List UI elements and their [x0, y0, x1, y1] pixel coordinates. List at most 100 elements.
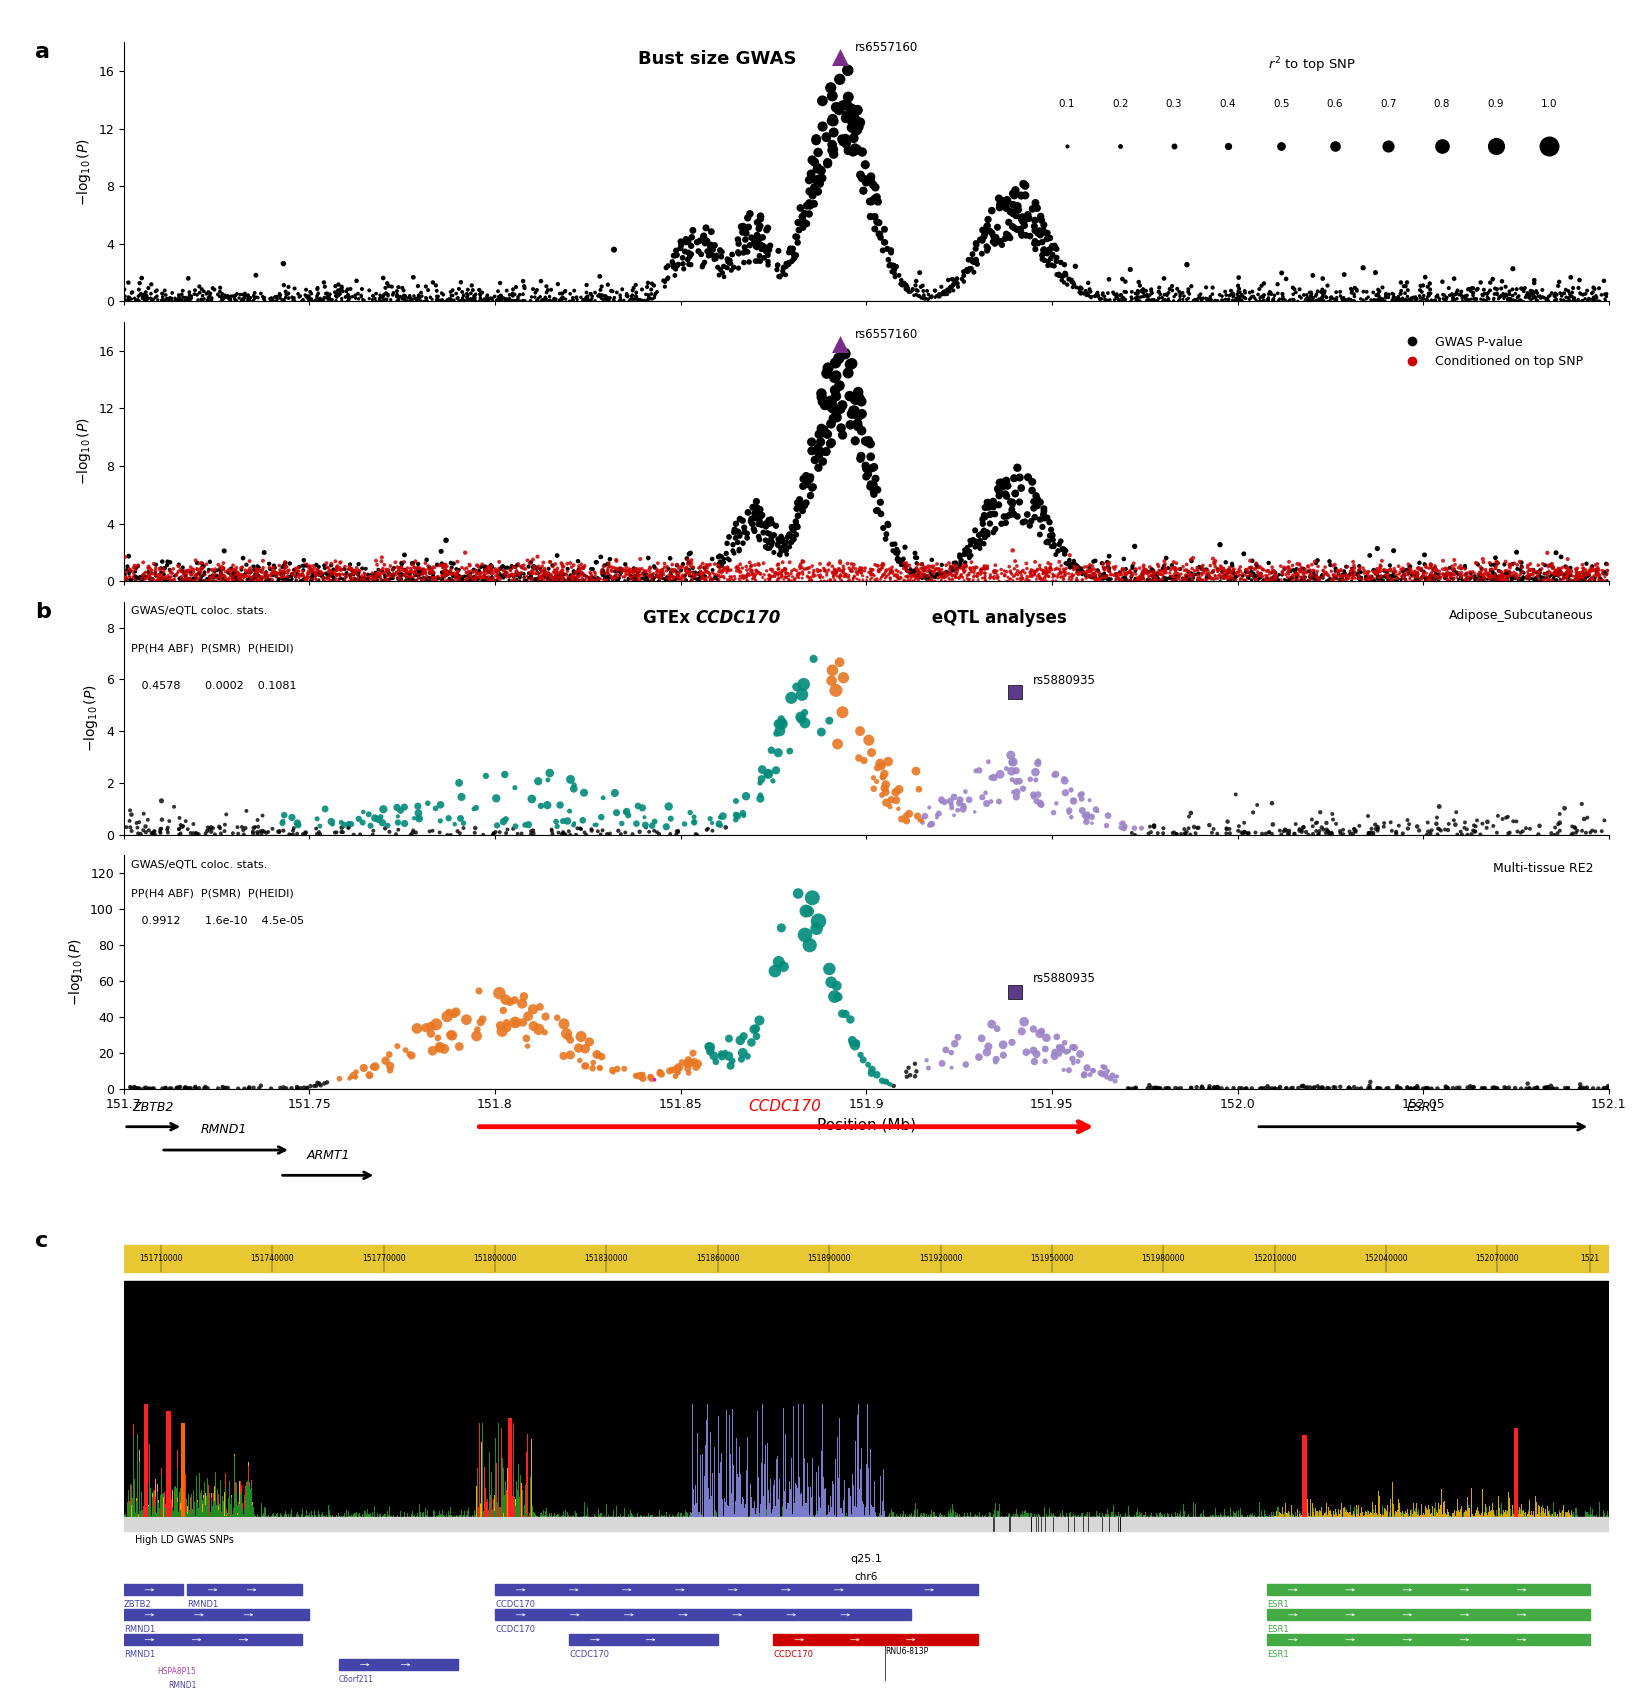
Point: [541, 559, 568, 586]
Point: [530, 285, 556, 312]
Point: [655, 263, 681, 291]
Point: [472, 762, 498, 789]
Point: [940, 277, 967, 304]
Point: [817, 431, 843, 458]
Point: [1581, 557, 1607, 584]
Point: [1561, 287, 1587, 314]
Point: [1422, 564, 1449, 591]
Point: [409, 557, 436, 584]
Point: [1214, 285, 1241, 312]
Point: [767, 718, 794, 745]
Point: [1399, 287, 1426, 314]
Point: [1513, 282, 1539, 309]
Point: [1168, 821, 1195, 848]
Point: [375, 812, 401, 839]
Point: [160, 556, 186, 583]
Point: [366, 564, 393, 591]
Point: [178, 819, 205, 846]
Point: [878, 252, 904, 279]
Point: [1368, 552, 1394, 579]
Point: [1079, 561, 1106, 588]
Point: [1003, 203, 1030, 230]
Point: [1185, 568, 1211, 595]
Point: [1200, 564, 1226, 591]
Point: [604, 568, 630, 595]
Point: [482, 819, 508, 846]
Point: [1483, 564, 1510, 591]
Point: [578, 566, 604, 593]
Point: [1272, 556, 1299, 583]
Point: [1236, 564, 1262, 591]
Point: [1304, 287, 1330, 314]
Point: [284, 1076, 310, 1103]
Point: [1228, 554, 1254, 581]
Point: [698, 564, 724, 591]
Point: [888, 806, 914, 833]
Point: [399, 566, 426, 593]
Point: [640, 552, 667, 579]
Point: [937, 279, 964, 306]
Point: [1462, 564, 1488, 591]
Point: [1406, 568, 1432, 595]
Point: [155, 287, 182, 314]
Point: [460, 562, 487, 589]
Point: [1035, 527, 1061, 554]
Point: [1110, 546, 1137, 573]
Point: [964, 554, 990, 581]
Point: [766, 551, 792, 578]
Point: [878, 566, 904, 593]
Point: [828, 562, 855, 589]
Point: [1109, 287, 1135, 314]
Point: [1221, 566, 1247, 593]
Point: [1173, 285, 1200, 312]
Point: [858, 471, 884, 498]
Point: [675, 228, 701, 255]
Point: [919, 568, 945, 595]
Point: [333, 559, 360, 586]
Point: [995, 223, 1021, 250]
Point: [912, 556, 939, 583]
Point: [1536, 284, 1563, 311]
Point: [1122, 287, 1148, 314]
Point: [1510, 817, 1536, 844]
Point: [432, 564, 459, 591]
Point: [1526, 812, 1553, 839]
Point: [1104, 282, 1130, 309]
Point: [1569, 287, 1596, 314]
Point: [333, 284, 360, 311]
Point: [665, 1054, 691, 1081]
Point: [954, 535, 980, 562]
Point: [1011, 172, 1038, 199]
Point: [1213, 564, 1239, 591]
Point: [304, 559, 330, 586]
Point: [553, 1020, 579, 1047]
Point: [148, 564, 175, 591]
Point: [1472, 561, 1498, 588]
Point: [417, 284, 444, 311]
Point: [1135, 557, 1162, 584]
Point: [1449, 287, 1475, 314]
Point: [1130, 557, 1157, 584]
Point: [442, 998, 469, 1025]
Point: [937, 559, 964, 586]
Point: [1515, 1071, 1541, 1098]
Point: [974, 556, 1000, 583]
Point: [1310, 557, 1337, 584]
Point: [1272, 287, 1299, 314]
Point: [1541, 561, 1568, 588]
Point: [1506, 549, 1533, 576]
Point: [424, 564, 450, 591]
Point: [416, 554, 442, 581]
Point: [929, 274, 955, 301]
Point: [1224, 559, 1251, 586]
Point: [1041, 562, 1068, 589]
Point: [919, 547, 945, 574]
Point: [558, 280, 584, 307]
Point: [432, 561, 459, 588]
Point: [997, 557, 1023, 584]
Point: [1145, 559, 1172, 586]
Point: [1170, 285, 1196, 312]
Point: [1003, 566, 1030, 593]
Point: [932, 562, 959, 589]
Point: [1591, 807, 1617, 834]
